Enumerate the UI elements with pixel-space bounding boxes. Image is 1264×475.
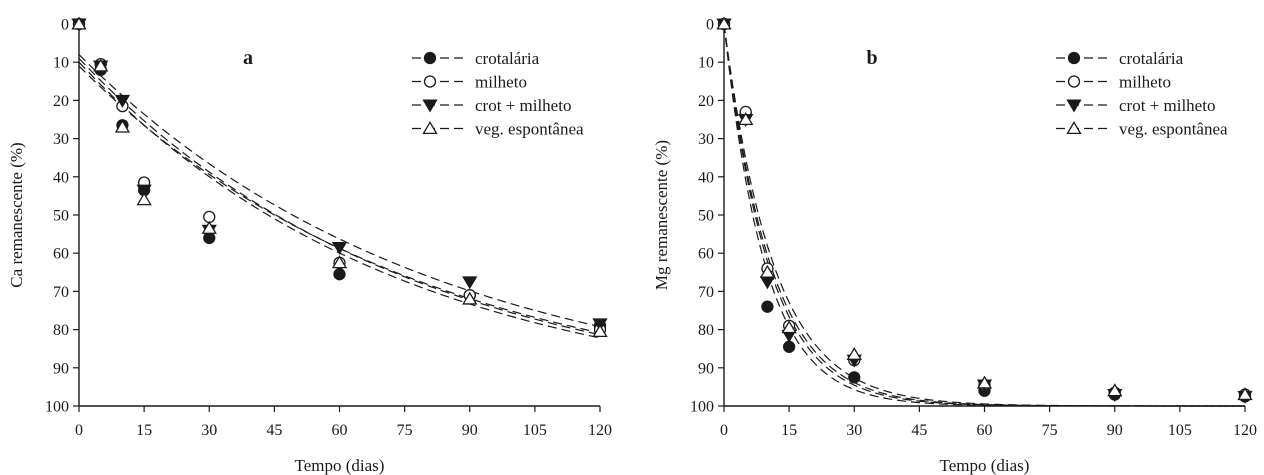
data-point bbox=[114, 94, 131, 108]
x-tick-label: 120 bbox=[1233, 422, 1257, 439]
fit-curve-filled-triangle-down bbox=[723, 23, 1245, 407]
y-tick-label: 40 bbox=[698, 169, 714, 186]
y-tick-label: 100 bbox=[45, 399, 69, 416]
data-point bbox=[333, 268, 346, 281]
y-axis-title: Mg remanescente (%) bbox=[652, 140, 671, 290]
legend-label: milheto bbox=[475, 73, 527, 92]
data-point bbox=[462, 291, 478, 305]
y-tick-label: 20 bbox=[698, 93, 714, 110]
data-point bbox=[716, 16, 732, 30]
legend-label: veg. espontânea bbox=[475, 120, 584, 139]
y-tick-label: 40 bbox=[53, 169, 69, 186]
legend-label: crot + milheto bbox=[1119, 96, 1215, 115]
legend-marker bbox=[1067, 51, 1081, 65]
fit-curve-filled-triangle-down bbox=[78, 54, 601, 328]
y-tick-label: 60 bbox=[53, 246, 69, 263]
legend: crotalária milheto crot + milheto veg. espo… bbox=[412, 49, 584, 139]
data-point bbox=[136, 192, 152, 206]
data-point bbox=[331, 241, 348, 255]
y-tick-label: 60 bbox=[698, 246, 714, 263]
data-point bbox=[759, 264, 776, 278]
y-tick-label: 0 bbox=[706, 17, 714, 34]
x-tick-label: 105 bbox=[1168, 422, 1192, 439]
y-tick-label: 10 bbox=[53, 55, 69, 72]
y-tick-label: 10 bbox=[698, 55, 714, 72]
x-tick-label: 60 bbox=[977, 422, 993, 439]
x-tick-label: 120 bbox=[588, 422, 612, 439]
y-tick-label: 50 bbox=[53, 208, 69, 225]
x-tick-label: 15 bbox=[781, 422, 797, 439]
y-tick-label: 80 bbox=[53, 322, 69, 339]
data-point bbox=[848, 371, 861, 384]
data-point bbox=[114, 119, 131, 133]
y-tick-label: 90 bbox=[53, 360, 69, 377]
data-point bbox=[761, 300, 774, 313]
legend-marker bbox=[423, 51, 437, 65]
legend-label: crotalária bbox=[475, 49, 540, 68]
y-tick-label: 20 bbox=[53, 93, 69, 110]
series-filled-triangle-down bbox=[716, 18, 1253, 404]
data-point bbox=[1237, 387, 1253, 401]
data-point bbox=[93, 58, 109, 72]
x-tick-label: 75 bbox=[397, 422, 413, 439]
x-tick-label: 45 bbox=[911, 422, 927, 439]
data-point bbox=[331, 255, 348, 269]
data-point bbox=[782, 340, 796, 353]
x-tick-label: 60 bbox=[332, 422, 348, 439]
series-open-triangle-up bbox=[71, 16, 608, 338]
x-axis-title: Tempo (dias) bbox=[295, 456, 385, 475]
data-point bbox=[738, 112, 754, 126]
data-point bbox=[71, 16, 87, 30]
panel-letter: b bbox=[866, 47, 877, 69]
x-tick-label: 30 bbox=[846, 422, 862, 439]
legend-marker bbox=[1066, 99, 1082, 113]
x-tick-label: 90 bbox=[1107, 422, 1123, 439]
legend-marker bbox=[1067, 75, 1081, 88]
legend-marker bbox=[1066, 121, 1082, 135]
legend-label: crotalária bbox=[1119, 49, 1184, 68]
legend-label: veg. espontânea bbox=[1119, 120, 1228, 139]
x-tick-label: 0 bbox=[75, 422, 83, 439]
x-tick-label: 75 bbox=[1042, 422, 1058, 439]
y-axis-title: Ca remanescente (%) bbox=[7, 142, 26, 287]
fit-curve-filled-circle bbox=[723, 23, 1245, 407]
x-axis-title: Tempo (dias) bbox=[940, 456, 1030, 475]
y-tick-label: 30 bbox=[698, 131, 714, 148]
chart-panel-a: 0 10 20 30 40 50 60 70 80 90 100 0 15 30 45 60 75 90 105 12… bbox=[7, 17, 612, 475]
data-point bbox=[846, 346, 862, 360]
legend-label: milheto bbox=[1119, 73, 1171, 92]
x-tick-label: 90 bbox=[462, 422, 478, 439]
data-point bbox=[1107, 383, 1123, 397]
y-tick-label: 90 bbox=[698, 360, 714, 377]
x-tick-label: 0 bbox=[720, 422, 728, 439]
fit-curve-open-triangle-up bbox=[723, 23, 1245, 407]
y-tick-label: 70 bbox=[698, 284, 714, 301]
y-tick-label: 50 bbox=[698, 208, 714, 225]
panel-letter: a bbox=[243, 47, 253, 69]
data-point bbox=[462, 276, 478, 290]
data-point bbox=[976, 375, 993, 389]
y-tick-label: 30 bbox=[53, 131, 69, 148]
series-open-triangle-up bbox=[716, 16, 1253, 401]
x-tick-label: 105 bbox=[523, 422, 547, 439]
y-tick-label: 100 bbox=[690, 399, 714, 416]
data-point bbox=[781, 320, 797, 334]
x-tick-label: 45 bbox=[266, 422, 282, 439]
y-tick-label: 0 bbox=[61, 17, 69, 34]
data-point bbox=[201, 220, 217, 234]
legend-marker bbox=[422, 99, 438, 113]
legend: crotalária milheto crot + milheto veg. espo… bbox=[1056, 49, 1228, 139]
y-tick-label: 80 bbox=[698, 322, 714, 339]
y-tick-label: 70 bbox=[53, 284, 69, 301]
chart-panel-b: 0 10 20 30 40 50 60 70 80 90 100 0 15 30 45 60 75 90 105 12… bbox=[652, 17, 1257, 475]
x-tick-label: 15 bbox=[136, 422, 152, 439]
legend-marker bbox=[423, 75, 437, 88]
data-point bbox=[592, 324, 608, 338]
legend-marker bbox=[422, 121, 438, 135]
legend-label: crot + milheto bbox=[475, 96, 571, 115]
x-tick-label: 30 bbox=[201, 422, 217, 439]
data-point bbox=[203, 210, 216, 224]
data-point bbox=[136, 184, 152, 198]
